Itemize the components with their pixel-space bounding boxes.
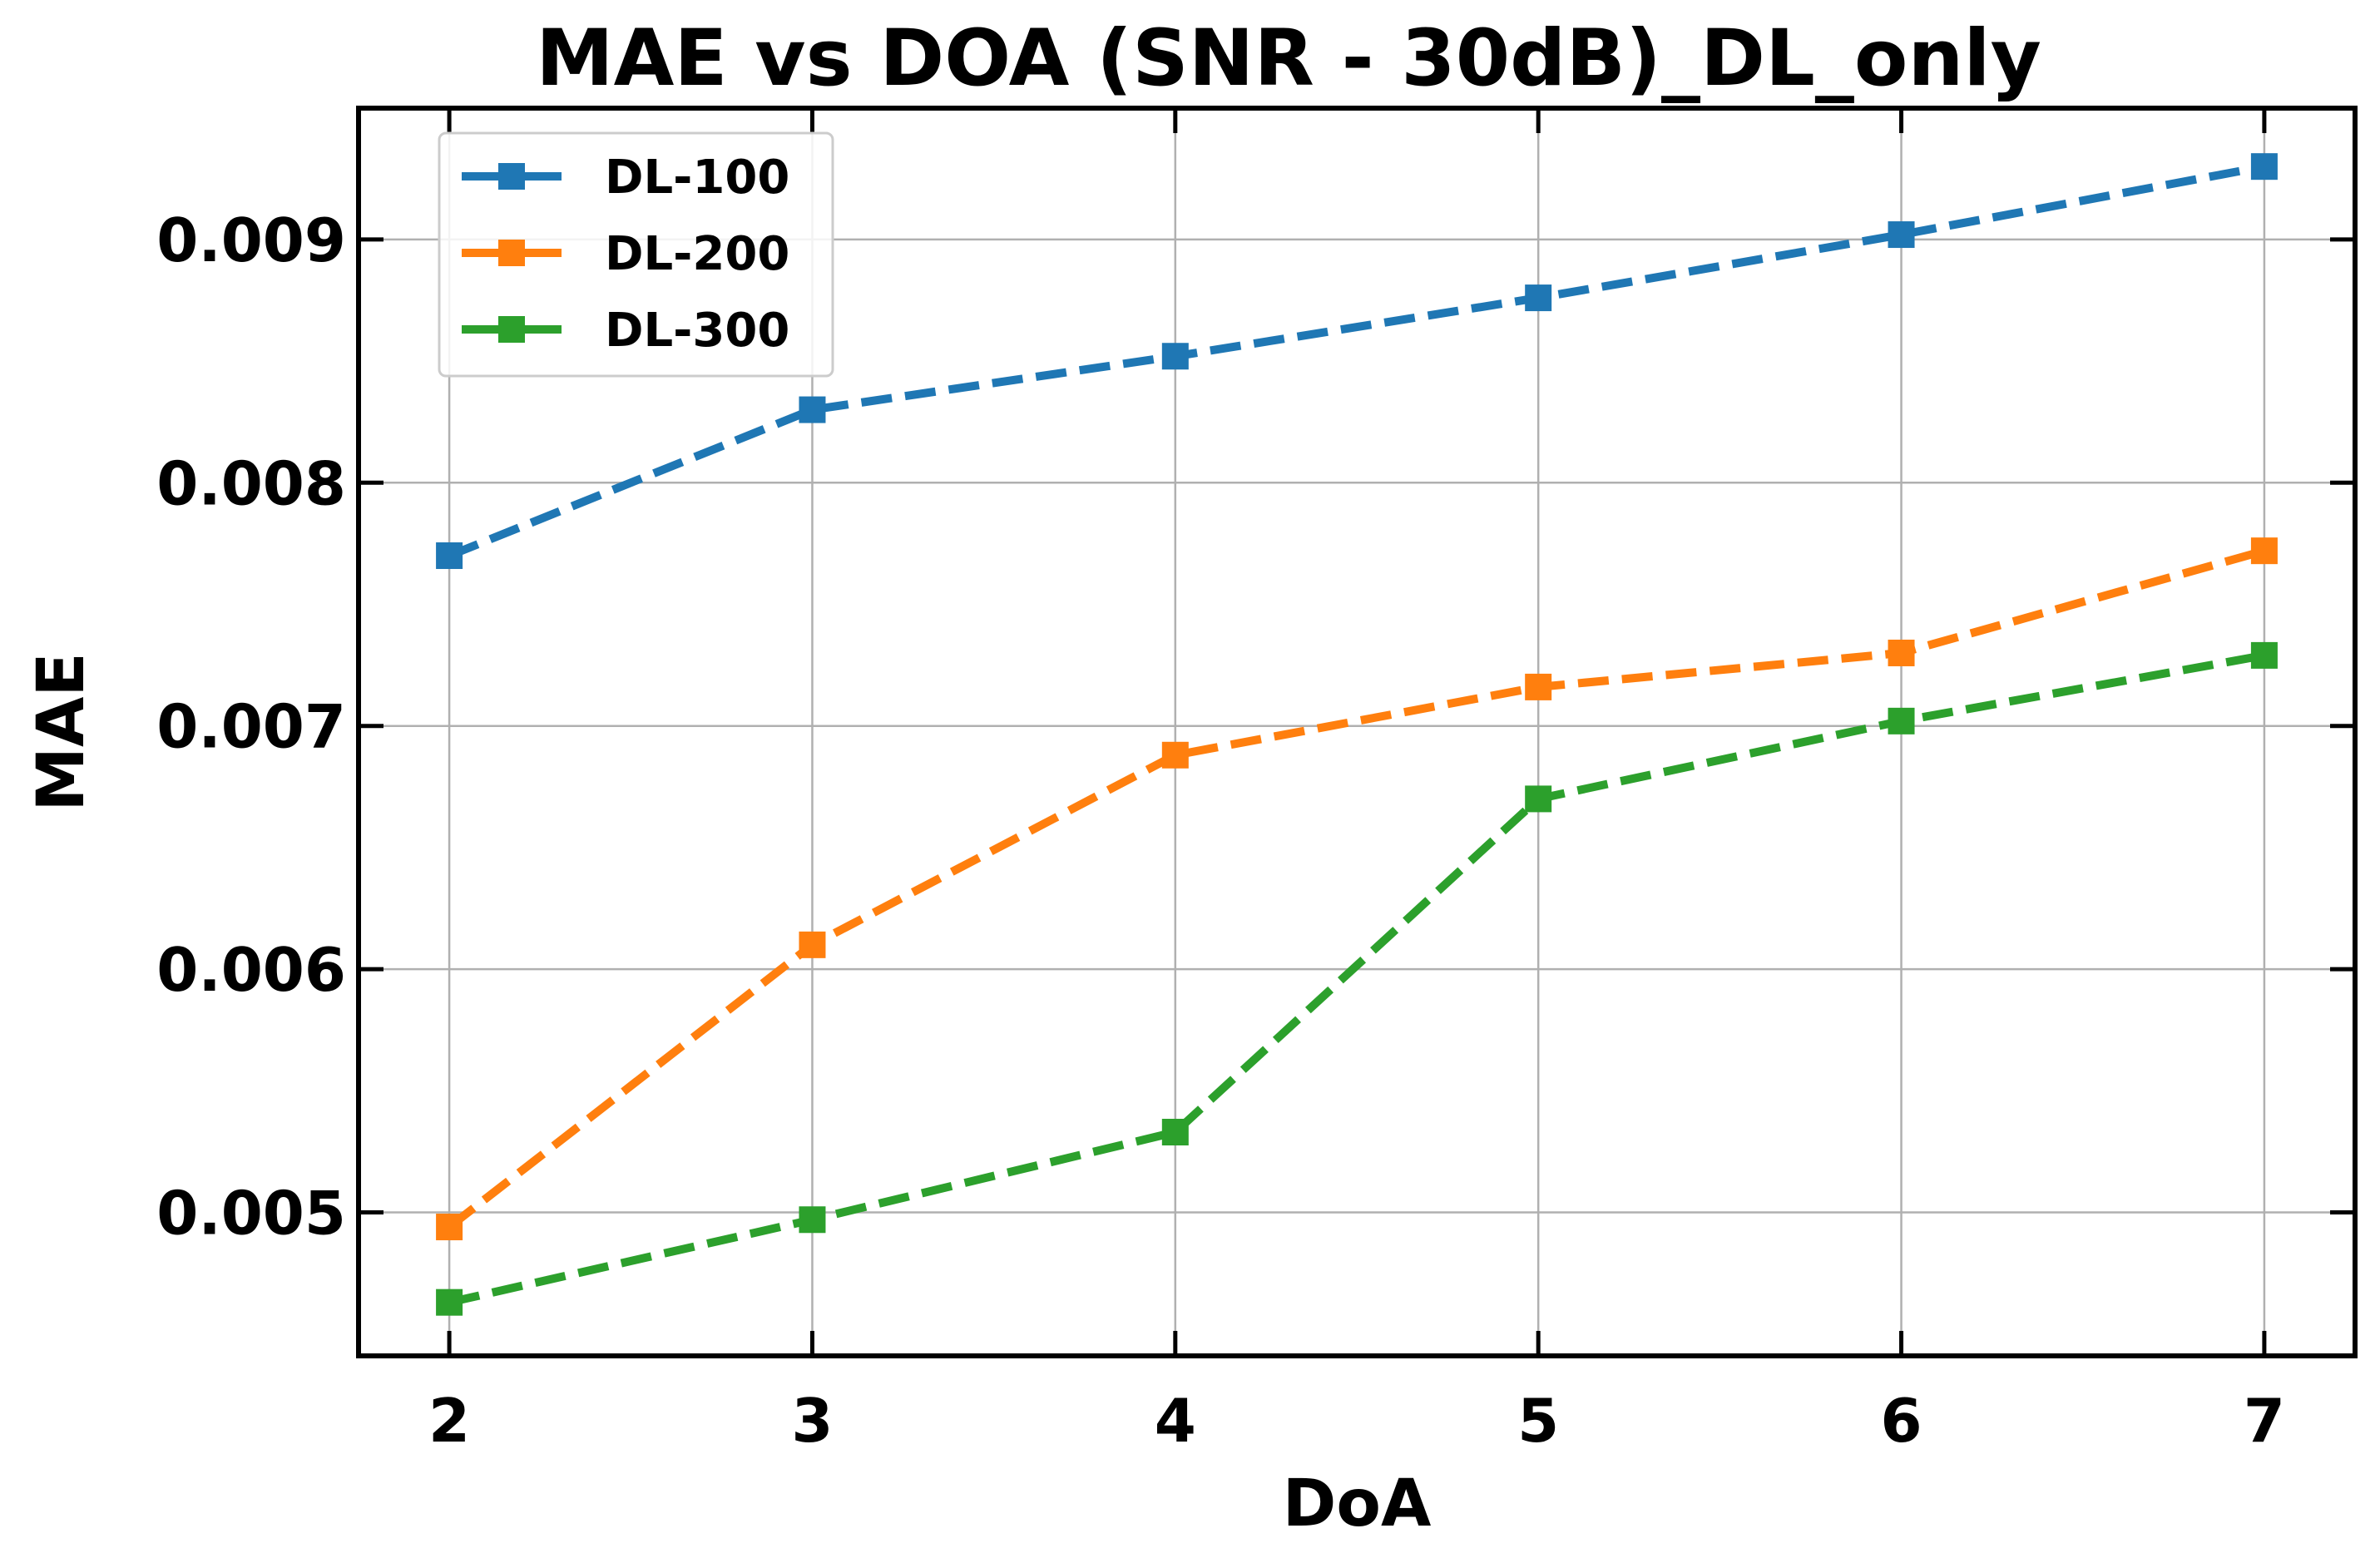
legend: DL-100 DL-200 DL-300 bbox=[438, 131, 834, 378]
legend-item: DL-200 bbox=[462, 227, 789, 281]
y-tick-label: 0.009 bbox=[156, 205, 346, 275]
grid-lines bbox=[359, 108, 2355, 1356]
series-line bbox=[448, 650, 2265, 1307]
data-point bbox=[799, 931, 826, 958]
data-point bbox=[2250, 641, 2278, 669]
data-point bbox=[1888, 639, 1915, 666]
data-point bbox=[1161, 1118, 1189, 1145]
series-dl-100 bbox=[436, 153, 2278, 570]
series-dl-200 bbox=[436, 537, 2278, 1241]
data-point bbox=[1525, 785, 1552, 813]
data-point bbox=[2250, 537, 2278, 565]
legend-box bbox=[438, 131, 834, 378]
legend-item: DL-300 bbox=[462, 304, 789, 358]
y-axis-label: MAE bbox=[24, 652, 99, 811]
x-axis-label: DoA bbox=[1283, 1467, 1432, 1541]
x-tick-label: 7 bbox=[2244, 1386, 2285, 1456]
series-line bbox=[447, 547, 2266, 1230]
data-point bbox=[799, 1206, 826, 1234]
y-tick-label: 0.008 bbox=[156, 448, 346, 518]
y-tick-label: 0.005 bbox=[156, 1178, 346, 1248]
x-tick-label: 4 bbox=[1155, 1386, 1196, 1456]
data-point bbox=[1161, 343, 1189, 370]
data-point bbox=[2250, 153, 2278, 181]
legend-label: DL-100 bbox=[605, 151, 789, 205]
data-point bbox=[436, 542, 463, 570]
x-tick-label: 6 bbox=[1880, 1386, 1922, 1456]
data-point bbox=[436, 1214, 463, 1241]
x-tick-label: 2 bbox=[428, 1386, 470, 1456]
plot-frame bbox=[356, 106, 2358, 1358]
data-point bbox=[799, 396, 826, 423]
legend-swatch-marker bbox=[498, 163, 525, 190]
x-tick-label: 5 bbox=[1517, 1386, 1559, 1456]
data-point bbox=[1888, 707, 1915, 735]
data-point bbox=[1888, 221, 1915, 249]
y-tick-label: 0.006 bbox=[156, 935, 346, 1005]
x-tick-label: 3 bbox=[791, 1386, 833, 1456]
data-point bbox=[436, 1288, 463, 1316]
series-layer bbox=[436, 153, 2278, 1316]
legend-swatch-marker bbox=[498, 240, 525, 266]
series-line bbox=[448, 162, 2265, 560]
axis-ticks bbox=[359, 108, 2355, 1356]
data-point bbox=[1525, 673, 1552, 700]
legend-swatch-marker bbox=[498, 316, 525, 343]
y-tick-label: 0.007 bbox=[156, 692, 346, 762]
data-point bbox=[1525, 284, 1552, 312]
legend-label: DL-300 bbox=[605, 304, 789, 358]
chart-title: MAE vs DOA (SNR - 30dB)_DL_only bbox=[536, 13, 2041, 104]
legend-label: DL-200 bbox=[605, 227, 789, 281]
series-dl-300 bbox=[436, 641, 2278, 1316]
legend-item: DL-100 bbox=[462, 151, 789, 205]
data-point bbox=[1161, 741, 1189, 769]
